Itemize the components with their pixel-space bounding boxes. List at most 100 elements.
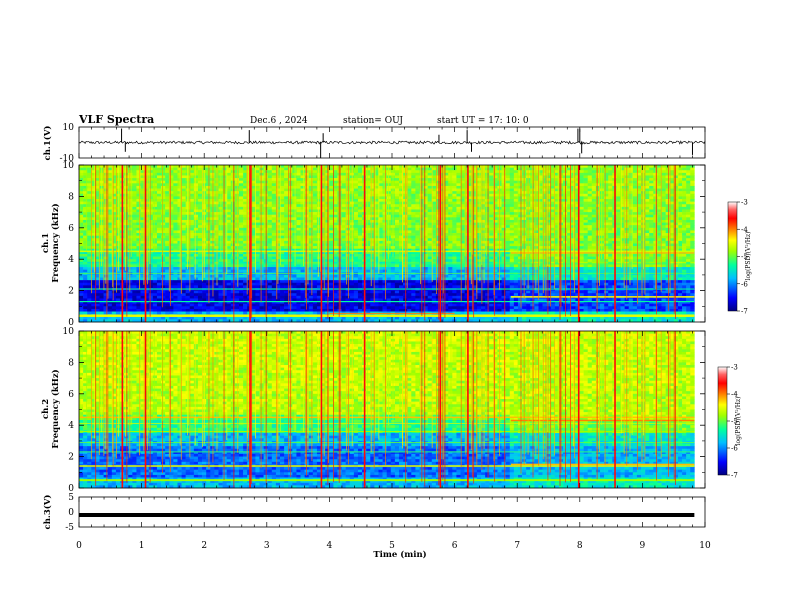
spectrogram-cell [107, 248, 113, 252]
spectrogram-cell [222, 193, 227, 197]
spectrogram-cell [374, 206, 379, 210]
spectrogram-cell [546, 243, 552, 247]
spectrogram-cell [161, 248, 166, 252]
spectrogram-cell [645, 225, 650, 229]
spectrogram-cell [152, 212, 158, 216]
spectrogram-cell [579, 170, 584, 174]
spectrogram-cell [567, 222, 572, 226]
spectrogram-cell [284, 225, 289, 229]
spectrogram-cell [177, 178, 182, 181]
spectrogram-cell [575, 175, 580, 179]
spectrogram-cell [657, 199, 662, 202]
spectrogram-cell [472, 204, 478, 208]
spectrogram-cell [682, 167, 687, 171]
spectrogram-cell [661, 180, 666, 184]
spectrogram-cell [173, 235, 178, 239]
spectrogram-cell [538, 212, 543, 216]
spectrogram-cell [587, 238, 593, 242]
spectrogram-cell [509, 222, 515, 226]
spectrogram-cell [206, 225, 211, 229]
spectrogram-cell [316, 167, 322, 171]
spectrogram-cell [79, 235, 84, 239]
spectrogram-cell [440, 212, 445, 216]
spectrogram-cell [156, 191, 162, 195]
spectrogram-cell [595, 217, 601, 221]
spectrogram-cell [255, 188, 260, 192]
spectrogram-cell [542, 222, 547, 226]
spectrogram-cell [448, 185, 453, 189]
spectrogram-cell [600, 230, 605, 234]
spectrogram-cell [460, 165, 465, 168]
spectrogram-cell [173, 212, 178, 216]
spectrogram-cell [177, 222, 182, 226]
spectrogram-cell [115, 193, 121, 197]
spectrogram-cell [222, 240, 227, 244]
spectrogram-cell [312, 225, 318, 229]
spectrogram-cell [115, 214, 121, 218]
spectrogram-cell [456, 196, 461, 200]
spectrogram-cell [546, 196, 552, 200]
spectrogram-cell [513, 183, 519, 187]
spectrogram-cell [243, 230, 248, 234]
spectrogram-cell [628, 246, 634, 250]
spectrogram-cell [669, 222, 675, 226]
spectrogram-cell [370, 206, 375, 210]
spectrogram-cell [645, 191, 650, 195]
spectrogram-cell [169, 251, 174, 255]
spectrogram-cell [394, 246, 400, 250]
spectrogram-cell [169, 212, 174, 216]
spectrogram-cell [189, 167, 195, 171]
spectrogram-cell [271, 180, 277, 184]
spectrogram-cell [472, 214, 478, 218]
spectrogram-cell [538, 193, 543, 197]
spectrogram-cell [345, 185, 351, 189]
spectrogram-cell [682, 206, 687, 210]
spectrogram-cell [407, 206, 412, 210]
spectrogram-cell [407, 225, 412, 229]
spectrogram-cell [628, 165, 634, 168]
spectrogram-cell [148, 225, 154, 229]
spectrogram-cell [472, 209, 478, 213]
spectrogram-cell [669, 233, 675, 236]
spectrogram-cell [374, 170, 379, 174]
spectrogram-cell [427, 222, 433, 226]
spectrogram-cell [308, 246, 314, 250]
spectrogram-cell [431, 180, 437, 184]
spectrogram-cell [321, 183, 326, 187]
spectrogram-cell [226, 227, 232, 231]
spectrogram-cell [431, 196, 437, 200]
spectrogram-cell [197, 238, 203, 242]
spectrogram-cell [628, 170, 634, 174]
spectrogram-cell [366, 248, 371, 252]
spectrogram-cell [161, 165, 166, 168]
spectrogram-cell [542, 193, 547, 197]
spectrogram-cell [657, 170, 662, 174]
spectrogram-cell [464, 180, 470, 184]
spectrogram-cell [173, 178, 178, 181]
spectrogram-cell [378, 167, 383, 171]
spectrogram-cell [316, 248, 322, 252]
spectrogram-cell [161, 170, 166, 174]
spectrogram-cell [489, 165, 494, 168]
spectrogram-cell [378, 170, 383, 174]
spectrogram-cell [435, 180, 441, 184]
spectrogram-cell [440, 191, 445, 195]
spectrogram-cell [378, 248, 383, 252]
spectrogram-cell [489, 201, 494, 205]
spectrogram-cell [333, 222, 338, 226]
spectrogram-cell [169, 238, 174, 242]
spectrogram-cell [407, 238, 412, 242]
spectrogram-cell [431, 201, 437, 205]
spectrogram-cell [238, 225, 244, 229]
spectrogram-cell [645, 172, 650, 176]
spectrogram-cell [628, 233, 634, 236]
spectrogram-cell [682, 209, 687, 213]
spectrogram-cell [312, 170, 318, 174]
spectrogram-cell [210, 206, 215, 210]
spectrogram-cell [669, 188, 675, 192]
spectrogram-cell [79, 170, 84, 174]
spectrogram-cell [501, 165, 506, 168]
spectrogram-cell [472, 165, 478, 168]
spectrogram-cell [636, 248, 642, 252]
spectrogram-cell [140, 222, 145, 226]
